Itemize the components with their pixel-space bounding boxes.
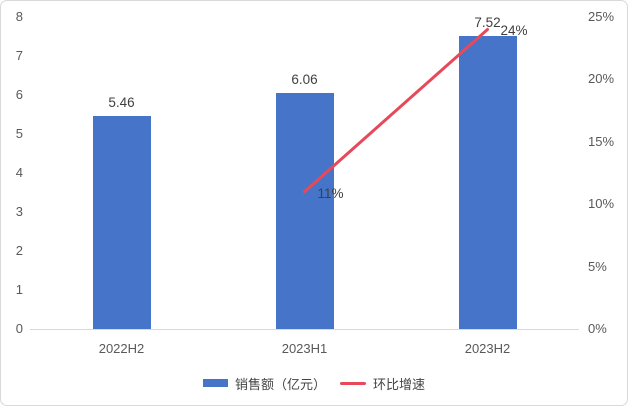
y-axis-left-tick-label: 4 — [15, 165, 23, 180]
y-axis-left-tick-label: 0 — [15, 321, 23, 336]
legend-item: 销售额（亿元） — [202, 374, 326, 393]
sales-bar — [458, 35, 517, 329]
y-axis-left-tick-label: 5 — [15, 126, 23, 141]
legend-label: 环比增速 — [373, 376, 426, 392]
y-axis-left-tick-label: 8 — [15, 9, 23, 24]
y-axis-left-tick-label: 6 — [15, 87, 23, 102]
bar-value-label: 5.46 — [108, 95, 135, 111]
y-axis-right-tick-label: 25% — [588, 9, 615, 24]
legend-line-swatch-icon — [340, 381, 366, 385]
y-axis-right-tick-label: 15% — [588, 133, 615, 149]
y-axis-left-tick-label: 1 — [15, 282, 23, 297]
y-axis-left-tick-label: 2 — [15, 243, 23, 258]
x-category-label: 2023H1 — [281, 341, 328, 356]
legend-item: 环比增速 — [340, 374, 425, 393]
line-point-label: 11% — [317, 185, 344, 201]
x-category-label: 2023H2 — [464, 341, 511, 356]
line-point-label: 24% — [500, 23, 528, 39]
bar-value-label: 6.06 — [291, 71, 318, 87]
bar-value-label: 7.52 — [474, 14, 501, 30]
legend: 销售额（亿元） 环比增速 — [1, 373, 627, 393]
y-axis-right-tick-label: 10% — [588, 196, 615, 212]
y-axis-right-tick-label: 20% — [588, 71, 615, 87]
y-axis-right-tick-label: 5% — [588, 258, 607, 274]
sales-bar — [275, 92, 334, 329]
legend-label: 销售额（亿元） — [234, 376, 326, 392]
y-axis-left-tick-label: 7 — [15, 48, 23, 63]
x-axis-line — [30, 329, 579, 330]
y-axis-right-tick-label: 0% — [588, 321, 607, 336]
x-category-label: 2022H2 — [98, 341, 145, 356]
legend-bar-swatch-icon — [202, 379, 228, 387]
y-axis-left-tick-label: 3 — [15, 204, 23, 219]
sales-bar — [92, 116, 151, 329]
